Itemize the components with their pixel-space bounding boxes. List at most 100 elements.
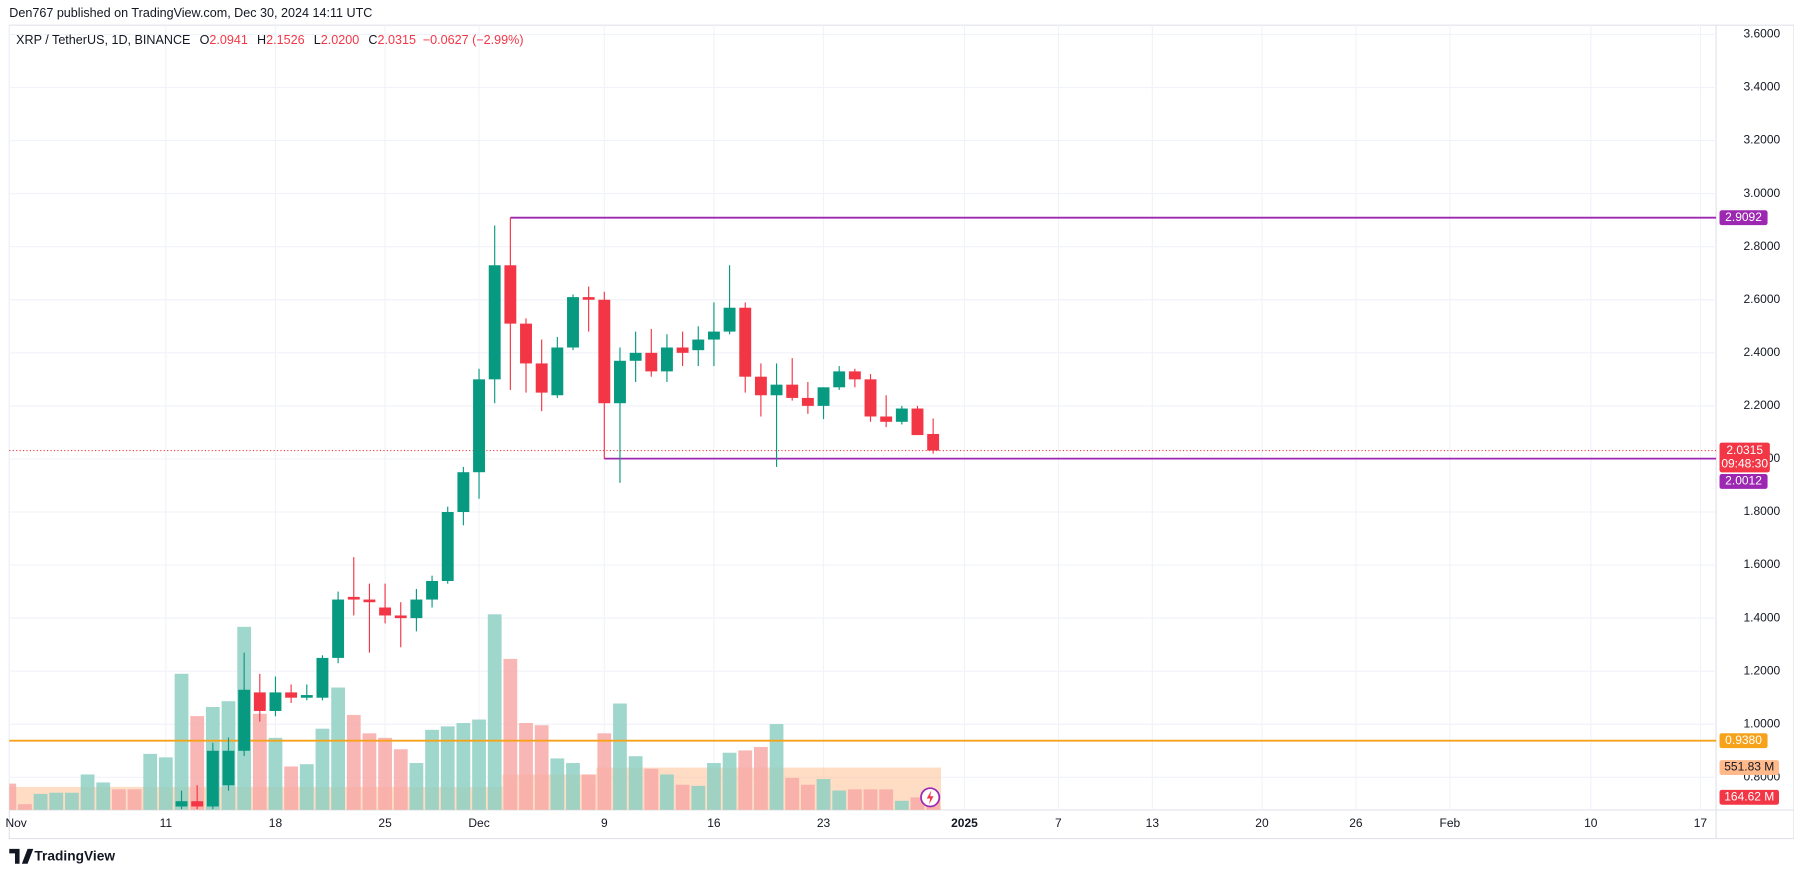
volume-bar [534,725,549,810]
candle-body [880,416,893,422]
candle-body [504,265,517,324]
candle-body [379,607,392,616]
candle-body [426,580,439,600]
volume-bar [832,790,847,810]
candles [175,217,940,810]
y-tick-label: 3.0000 [1743,186,1780,200]
candle-body [567,297,579,348]
candle-body [253,692,266,711]
x-tick-label: 10 [1584,816,1598,830]
level-label: 0.9380 [1725,733,1762,747]
candle-body [629,352,642,361]
volume-bar [49,792,64,810]
x-tick-label: 25 [378,816,392,830]
candle-body [206,750,219,807]
volume-bar [847,789,862,810]
candle-body [895,408,908,422]
x-tick-label: 26 [1349,816,1363,830]
legend-value: 2.0315 [377,34,415,48]
candle-body [707,331,720,340]
volume-bar [331,687,345,810]
volume-bar [440,726,455,810]
candle-body [363,599,376,603]
candle-body [582,297,595,300]
candle-body [786,384,799,398]
volume-bar [675,784,690,810]
volume-bar [33,793,48,810]
last-price-label: 2.0315 [1726,443,1763,457]
candle-body [833,371,846,388]
volume-tag [1719,789,1780,805]
volume-bar [96,782,111,810]
volume-bar [800,784,815,810]
volume-bar [691,785,706,810]
volume-bar [879,789,894,810]
volume-bar [299,764,314,810]
x-tick-label: Feb [1440,816,1461,830]
candle-body [441,512,454,581]
candle-body [394,615,407,619]
candle-body [848,371,861,380]
volume-ma-area [893,767,910,810]
volume-bar [894,800,909,810]
volume-bar [378,737,392,810]
volume-bar [315,728,330,810]
volume-bar [127,789,142,810]
candle-body [739,307,752,377]
x-tick-label: 9 [601,816,608,830]
volume-bar [472,719,486,810]
legend-value: 2.1526 [266,34,304,48]
y-tick-label: 1.2000 [1743,663,1780,677]
levels [9,216,1717,742]
candle-body [222,750,235,786]
volume-label: 164.62 M [1724,789,1774,803]
y-tick-label: 3.4000 [1743,80,1780,94]
y-tick-label: 1.6000 [1743,557,1780,571]
y-tick-label: 2.2000 [1743,398,1780,412]
volume-bar [409,763,424,810]
candle-body [645,352,658,372]
legend-value: 2.0200 [321,34,359,48]
candle-body [520,323,532,364]
volume-ma-tag [1719,760,1780,775]
candle-body [347,596,360,600]
legend: XRP / TetherUS, 1D, BINANCE O2.0941 H2.152… [16,34,523,48]
volume-bar [362,733,377,810]
candle-body [660,347,673,372]
x-tick-label: 18 [269,816,283,830]
volume-bar [425,729,439,810]
candle-body [332,599,345,658]
level-tag [1719,474,1768,489]
candle-body [614,360,626,404]
y-tick-label: 2.6000 [1743,292,1780,306]
candle-body [551,347,564,396]
volume-bar [754,746,768,810]
volume-ma-label: 551.83 M [1724,760,1774,774]
volume-pane [9,614,941,810]
volume-bar [393,749,408,810]
volume-bar [519,723,533,810]
last-price-tag [1719,442,1770,473]
volume-bar [738,750,753,810]
candle-body [238,689,251,751]
legend-change: −0.0627 (−2.99%) [423,34,524,48]
volume-bar [456,723,471,810]
volume-bar [816,779,831,810]
volume-bar [9,783,17,810]
y-tick-label: 3.6000 [1743,27,1780,41]
candle-body [927,433,940,451]
footer-logo [9,848,34,864]
legend-key: H [257,34,266,48]
volume-bar [785,777,800,810]
candle-body [473,379,485,473]
candle-body [175,801,188,807]
volume-bar [550,758,565,810]
x-tick-label: 13 [1146,816,1160,830]
event-icon-bolt [926,790,934,805]
candle-body [864,379,877,417]
legend-value: 2.0941 [209,34,247,48]
candle-body [285,692,298,698]
volume-bar [346,714,361,810]
candle-body [488,265,501,380]
